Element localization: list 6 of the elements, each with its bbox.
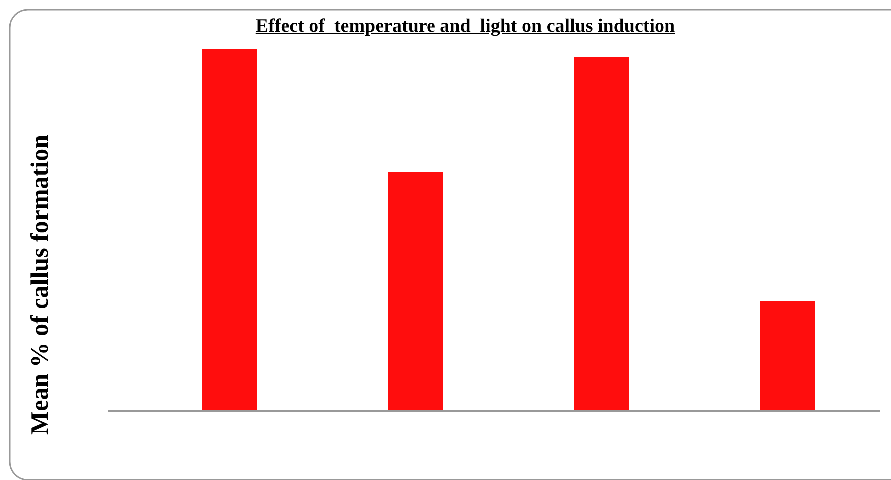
chart-title: Effect of temperature and light on callus induction bbox=[254, 16, 676, 38]
bar bbox=[388, 172, 443, 411]
bar bbox=[202, 49, 257, 411]
y-axis-title: Mean % of callus formation bbox=[27, 134, 54, 435]
bar bbox=[760, 300, 815, 411]
bar bbox=[574, 56, 629, 411]
